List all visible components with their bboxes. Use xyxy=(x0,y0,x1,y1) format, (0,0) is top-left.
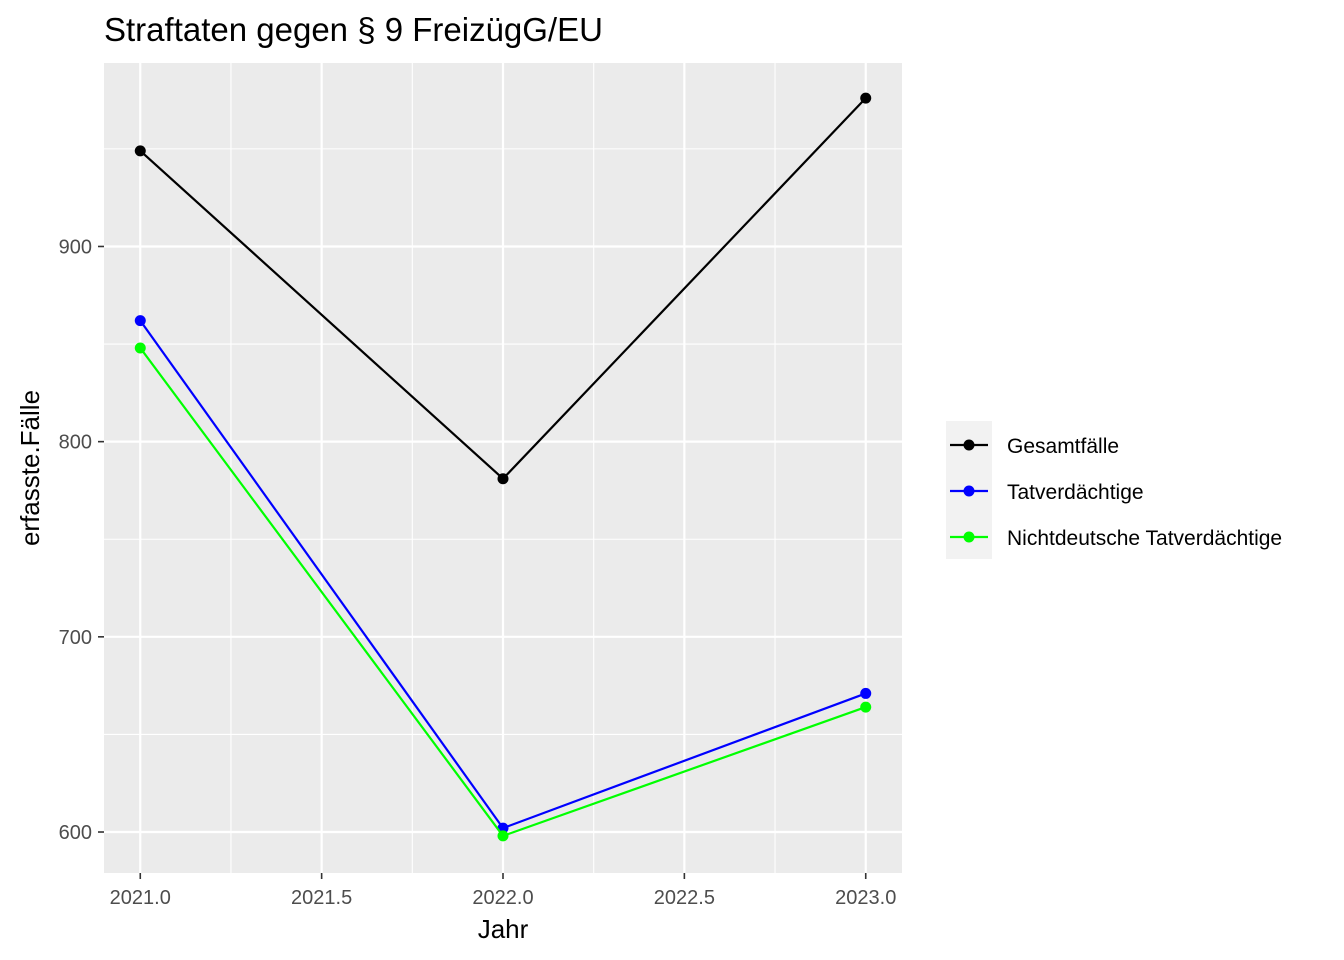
y-tick-label: 600 xyxy=(59,822,92,844)
series-layer xyxy=(134,92,872,842)
series-1 xyxy=(134,315,872,834)
y-axis-title: erfasste.Fälle xyxy=(15,390,45,546)
legend: Gesamtfälle Tatverdächtige Nichtdeutsche T… xyxy=(946,421,1282,559)
legend-item: Gesamtfälle xyxy=(950,435,1119,458)
data-point xyxy=(134,342,146,354)
chart-title: Straftaten gegen § 9 FreizügG/EU xyxy=(104,11,603,48)
legend-key-point xyxy=(963,531,975,543)
y-tick-label: 800 xyxy=(59,432,92,454)
y-tick-label: 900 xyxy=(59,236,92,258)
data-point xyxy=(860,701,872,713)
data-point xyxy=(860,687,872,699)
data-point xyxy=(860,92,872,104)
x-tick-label: 2023.0 xyxy=(835,887,896,909)
y-axis: 600 700 800 900 xyxy=(59,236,104,844)
data-point xyxy=(497,473,509,485)
legend-key-point xyxy=(963,485,975,497)
x-tick-label: 2021.0 xyxy=(110,887,171,909)
legend-label: Gesamtfälle xyxy=(1007,435,1119,458)
x-axis-title: Jahr xyxy=(478,914,529,944)
legend-item: Nichtdeutsche Tatverdächtige xyxy=(950,527,1282,550)
series-0 xyxy=(134,92,872,485)
x-tick-label: 2021.5 xyxy=(291,887,352,909)
legend-item: Tatverdächtige xyxy=(950,481,1144,504)
legend-label: Tatverdächtige xyxy=(1007,481,1144,504)
legend-key-point xyxy=(963,439,975,451)
x-tick-label: 2022.0 xyxy=(472,887,533,909)
data-point xyxy=(497,830,509,842)
series-2 xyxy=(134,342,872,842)
data-point xyxy=(134,315,146,327)
y-tick-label: 700 xyxy=(59,627,92,649)
legend-label: Nichtdeutsche Tatverdächtige xyxy=(1007,527,1282,550)
data-point xyxy=(134,145,146,157)
x-tick-label: 2022.5 xyxy=(654,887,715,909)
x-axis: 2021.0 2021.5 2022.0 2022.5 2023.0 xyxy=(110,873,896,909)
